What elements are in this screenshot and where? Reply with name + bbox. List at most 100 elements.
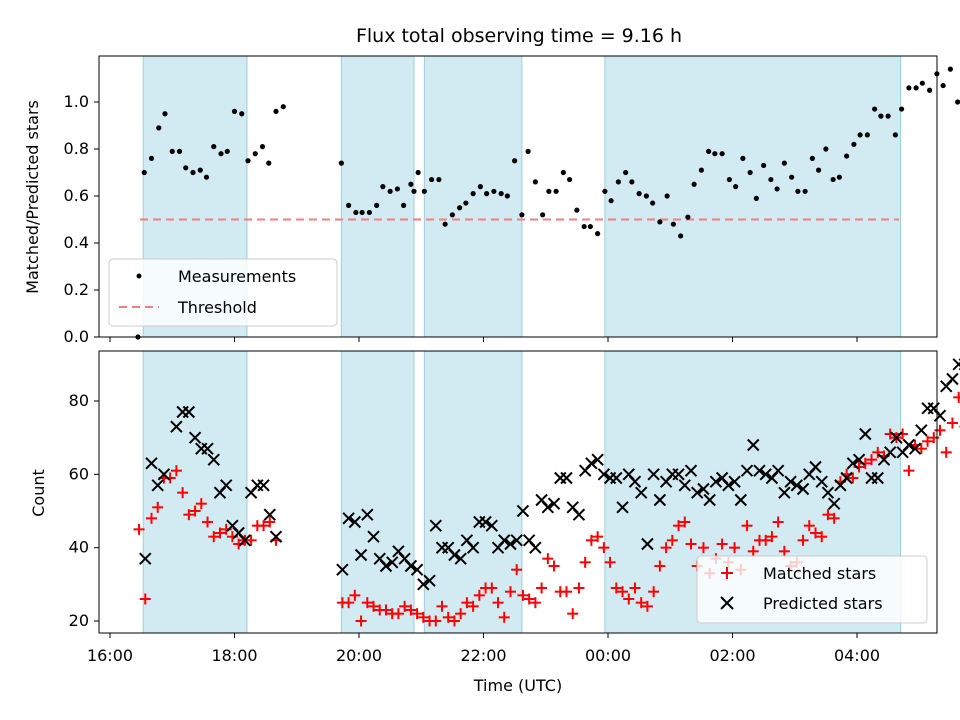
measurement-point	[197, 167, 203, 173]
matched-star-point	[448, 615, 460, 627]
measurement-point	[280, 104, 286, 110]
measurement-point	[643, 193, 649, 199]
measurement-point	[421, 188, 427, 194]
measurement-point	[491, 188, 497, 194]
matched-star-point	[368, 600, 380, 612]
measurement-point	[245, 158, 251, 164]
matched-star-point	[648, 586, 660, 598]
measurement-point	[623, 169, 629, 176]
measurement-point	[919, 80, 925, 86]
predicted-star-point	[342, 512, 355, 525]
measurement-point	[629, 179, 635, 185]
matched-star-point	[567, 608, 579, 620]
measurement-point	[878, 113, 884, 119]
matched-star-point	[442, 611, 454, 623]
predicted-star-point	[354, 548, 368, 562]
matched-star-point	[461, 597, 473, 609]
measurement-point	[899, 106, 905, 112]
measurement-point	[231, 108, 238, 114]
measurement-point	[670, 221, 676, 227]
measurement-point	[726, 176, 732, 183]
top-y-tick-label: 1.0	[64, 92, 89, 111]
predicted-star-point	[641, 537, 654, 551]
measurement-point	[266, 160, 272, 166]
matched-star-point	[208, 531, 220, 543]
measurement-point	[587, 223, 593, 230]
matched-star-point	[716, 538, 728, 550]
predicted-star-point	[348, 515, 362, 529]
top-y-ticks: 0.0 0.2 0.4 0.6 0.8 1.0	[64, 92, 99, 346]
bottom-x-tick-label: 04:00	[834, 646, 880, 665]
measurement-point	[608, 198, 614, 204]
measurement-point	[436, 176, 442, 183]
measurement-point	[560, 169, 566, 176]
predicted-star-point	[367, 530, 380, 543]
predicted-star-point	[809, 460, 822, 474]
predicted-star-point	[709, 475, 723, 488]
measurement-point	[442, 221, 448, 227]
measurement-point	[239, 111, 245, 117]
measurement-point	[795, 188, 801, 194]
measurement-point	[789, 174, 795, 180]
measurement-point	[553, 188, 559, 194]
measurement-point	[190, 169, 196, 176]
matched-star-point	[816, 531, 828, 543]
measurement-point	[864, 132, 870, 138]
predicted-star-point	[722, 479, 735, 492]
matched-star-point	[747, 545, 759, 557]
measurement-point	[691, 181, 697, 187]
matched-star-point	[473, 589, 485, 601]
measurement-point	[650, 200, 656, 206]
top-subplot: 0.0 0.2 0.4 0.6 0.8 1.0 Matched/Predicted sta…	[23, 55, 960, 346]
measurement-point	[359, 209, 365, 216]
predicted-star-point	[747, 438, 760, 452]
matched-star-point	[343, 597, 355, 609]
matched-star-point	[934, 424, 946, 436]
predicted-star-point	[840, 471, 853, 485]
observing-band	[423, 350, 523, 634]
predicted-star-point	[653, 493, 667, 507]
predicted-star-point	[251, 479, 264, 492]
predicted-star-point	[404, 559, 418, 573]
predicted-star-point	[946, 372, 959, 386]
predicted-star-point	[466, 541, 480, 554]
measurement-point	[525, 148, 531, 154]
predicted-star-point	[678, 479, 691, 492]
measurement-point	[733, 184, 739, 190]
bottom-x-tick-label: 00:00	[585, 646, 631, 665]
bottom-legend: Matched stars Predicted stars	[696, 555, 928, 624]
measurement-point	[380, 184, 386, 190]
predicted-star-point	[410, 563, 424, 576]
measurement-point	[747, 169, 753, 176]
predicted-star-point	[504, 537, 517, 551]
matched-star-point	[411, 608, 423, 620]
top-x-ticks	[109, 337, 858, 342]
matched-star-point	[828, 512, 840, 524]
measurement-point	[685, 214, 691, 220]
chart-title: Flux total observing time = 9.16 h	[356, 25, 682, 47]
matched-star-point	[641, 600, 653, 612]
measurement-point	[913, 85, 919, 91]
predicted-star-point	[151, 479, 164, 492]
top-y-axis-label: Matched/Predicted stars	[23, 100, 42, 294]
measurement-point	[740, 155, 746, 161]
measurement-point	[148, 155, 155, 161]
matched-star-point	[872, 446, 884, 458]
predicted-star-point	[516, 504, 530, 518]
measurement-point	[816, 167, 822, 173]
legend-predicted-label: Predicted stars	[763, 594, 883, 613]
top-y-tick-label: 0.4	[64, 233, 89, 252]
predicted-star-point	[778, 486, 791, 499]
matched-star-point	[697, 542, 709, 554]
observing-band	[340, 350, 415, 634]
measurement-point	[823, 146, 829, 152]
measurement-point	[203, 174, 210, 180]
predicted-star-point	[157, 468, 171, 481]
x-axis-label: Time (UTC)	[473, 676, 562, 695]
predicted-star-point	[728, 475, 741, 488]
matched-star-point	[772, 516, 784, 528]
predicted-star-point	[634, 486, 648, 499]
predicted-star-point	[846, 457, 860, 470]
measurement-point	[211, 144, 217, 150]
